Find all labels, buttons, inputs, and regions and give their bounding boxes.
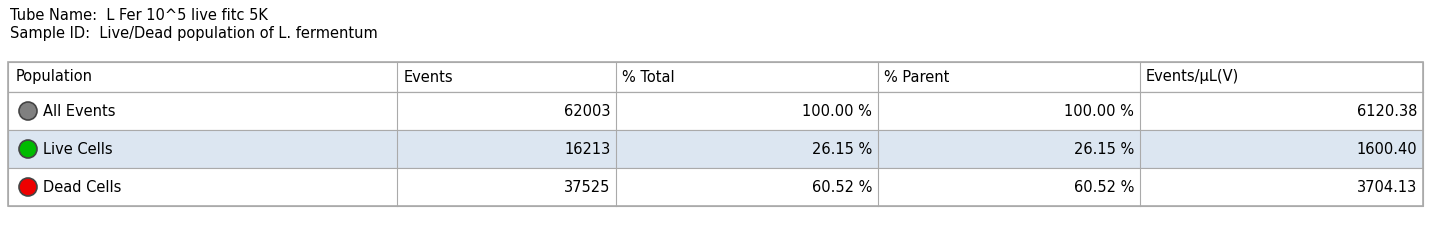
Text: 16213: 16213 xyxy=(564,141,611,157)
Circle shape xyxy=(19,102,37,120)
Text: 60.52 %: 60.52 % xyxy=(811,180,873,195)
Text: % Total: % Total xyxy=(622,70,675,85)
Text: 60.52 %: 60.52 % xyxy=(1073,180,1133,195)
Bar xyxy=(9,92,1422,130)
Bar xyxy=(9,168,1422,206)
Text: 100.00 %: 100.00 % xyxy=(1065,103,1133,118)
Text: % Parent: % Parent xyxy=(884,70,950,85)
Text: 26.15 %: 26.15 % xyxy=(1073,141,1133,157)
Text: All Events: All Events xyxy=(43,103,116,118)
Text: 3704.13: 3704.13 xyxy=(1357,180,1417,195)
Bar xyxy=(9,62,1422,92)
Text: Tube Name:  L Fer 10^5 live fitc 5K: Tube Name: L Fer 10^5 live fitc 5K xyxy=(10,8,268,23)
Text: 62003: 62003 xyxy=(564,103,611,118)
Text: Events/μL(V): Events/μL(V) xyxy=(1146,70,1239,85)
Text: 100.00 %: 100.00 % xyxy=(803,103,873,118)
Text: 6120.38: 6120.38 xyxy=(1357,103,1417,118)
Bar xyxy=(9,130,1422,168)
Text: 1600.40: 1600.40 xyxy=(1357,141,1417,157)
Circle shape xyxy=(19,140,37,158)
Text: Live Cells: Live Cells xyxy=(43,141,113,157)
Text: Events: Events xyxy=(404,70,452,85)
Text: 26.15 %: 26.15 % xyxy=(811,141,873,157)
Text: Sample ID:  Live/Dead population of L. fermentum: Sample ID: Live/Dead population of L. fe… xyxy=(10,26,378,41)
Bar xyxy=(9,62,1422,206)
Text: 37525: 37525 xyxy=(564,180,611,195)
Circle shape xyxy=(19,178,37,196)
Text: Dead Cells: Dead Cells xyxy=(43,180,122,195)
Text: Population: Population xyxy=(16,70,93,85)
